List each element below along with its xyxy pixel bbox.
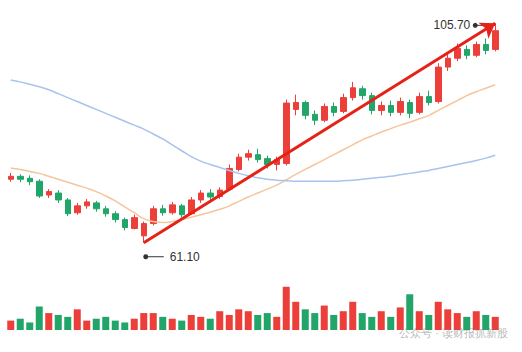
svg-text:61.10: 61.10 [170, 250, 200, 264]
svg-text:105.70: 105.70 [434, 18, 471, 32]
svg-text:公众号 · 读财报抓新股: 公众号 · 读财报抓新股 [399, 327, 508, 339]
